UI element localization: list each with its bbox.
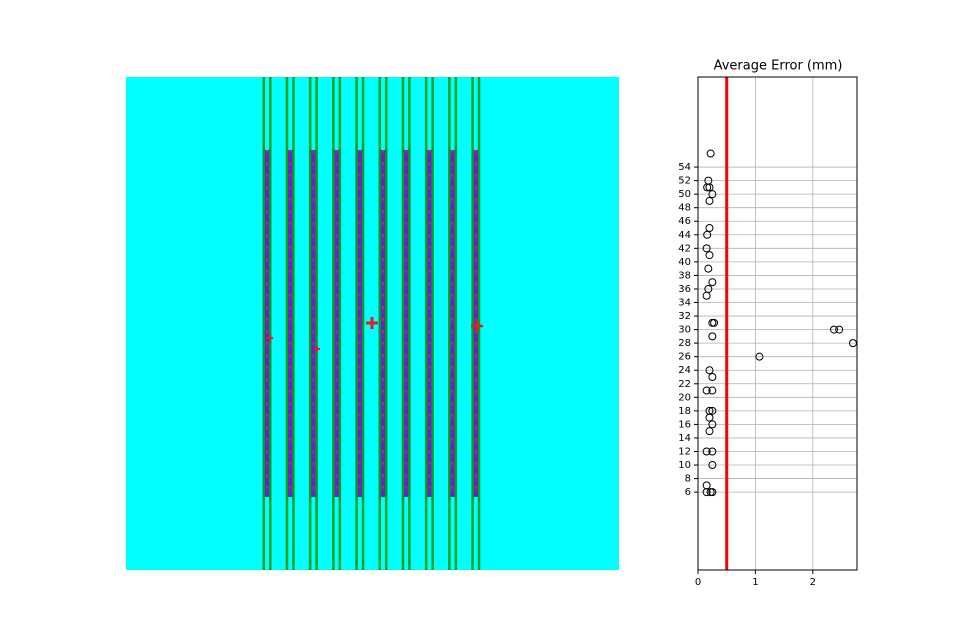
point (704, 264, 713, 273)
y-tick-label: 50 (678, 189, 691, 200)
y-tick-label: 20 (678, 392, 691, 403)
y-tick-label: 18 (678, 406, 691, 417)
y-tick-label: 48 (678, 203, 691, 214)
point (708, 461, 717, 470)
point (708, 488, 717, 497)
y-tick-label: 28 (678, 338, 691, 349)
green-line (448, 77, 451, 570)
stripe (356, 150, 363, 497)
x-tick-label: 2 (810, 577, 816, 588)
green-line (431, 77, 434, 570)
y-tick-label: 22 (678, 379, 691, 390)
point (708, 420, 717, 429)
point (708, 386, 717, 395)
point (830, 325, 839, 334)
y-tick-label: 46 (678, 216, 691, 227)
point (708, 447, 717, 456)
point (848, 339, 857, 348)
stripe (426, 150, 433, 497)
green-line (269, 77, 272, 570)
x-tick-label: 0 (695, 577, 701, 588)
point (705, 251, 714, 260)
point (705, 366, 714, 375)
point (702, 488, 711, 497)
green-line (315, 77, 318, 570)
green-line (471, 77, 474, 570)
point (708, 332, 717, 341)
point (702, 244, 711, 253)
y-tick-label: 44 (678, 230, 691, 241)
y-tick-label: 16 (678, 419, 691, 430)
y-tick-label: 40 (678, 257, 691, 268)
plot-frame (697, 76, 858, 571)
point (708, 406, 717, 415)
stripe (287, 150, 294, 497)
green-line (262, 77, 265, 570)
point (703, 183, 712, 192)
stripe (403, 150, 410, 497)
green-line (378, 77, 381, 570)
point (708, 278, 717, 287)
y-tick-label: 38 (678, 270, 691, 281)
green-line (408, 77, 411, 570)
stripe (380, 150, 386, 497)
image-panel (126, 77, 619, 570)
green-line (454, 77, 458, 570)
green-line (338, 77, 342, 570)
y-tick-label: 30 (678, 325, 691, 336)
stripe (310, 150, 317, 497)
point (835, 325, 844, 334)
point (708, 318, 717, 327)
green-line (361, 77, 365, 570)
y-tick-label: 26 (678, 352, 691, 363)
green-line (355, 77, 358, 570)
stripe (449, 150, 456, 497)
stripe (333, 150, 340, 497)
green-line (477, 77, 481, 570)
point (702, 447, 711, 456)
y-tick-label: 8 (685, 474, 691, 485)
point (705, 427, 714, 436)
chart-title: Average Error (mm) (714, 59, 843, 74)
y-tick-label: 42 (678, 243, 691, 254)
y-tick-label: 36 (678, 284, 691, 295)
point (705, 413, 714, 422)
green-line (424, 77, 428, 570)
green-line (385, 77, 388, 570)
stripe (264, 150, 270, 497)
point (702, 386, 711, 395)
y-tick-label: 12 (678, 446, 691, 457)
y-tick-label: 24 (678, 365, 691, 376)
green-line (292, 77, 295, 570)
y-tick-label: 6 (685, 487, 691, 498)
green-line (285, 77, 289, 570)
point (706, 149, 715, 158)
point (708, 372, 717, 381)
point (705, 224, 714, 233)
point (705, 183, 714, 192)
y-tick-label: 14 (678, 433, 691, 444)
x-tick-label: 1 (752, 577, 758, 588)
point (702, 291, 711, 300)
point (710, 318, 719, 327)
y-tick-label: 54 (678, 162, 691, 173)
y-tick-label: 32 (678, 311, 691, 322)
green-line (308, 77, 312, 570)
y-tick-label: 52 (678, 176, 691, 187)
point (755, 352, 764, 361)
y-tick-label: 10 (678, 460, 691, 471)
y-tick-label: 34 (678, 298, 691, 309)
point (705, 196, 714, 205)
green-line (401, 77, 405, 570)
point (702, 481, 711, 490)
point (708, 190, 717, 199)
green-line (332, 77, 335, 570)
